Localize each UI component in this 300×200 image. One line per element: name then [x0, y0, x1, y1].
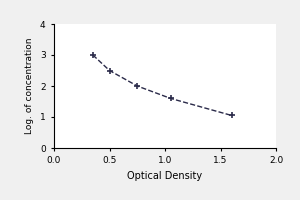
Y-axis label: Log. of concentration: Log. of concentration — [26, 38, 34, 134]
X-axis label: Optical Density: Optical Density — [128, 171, 202, 181]
